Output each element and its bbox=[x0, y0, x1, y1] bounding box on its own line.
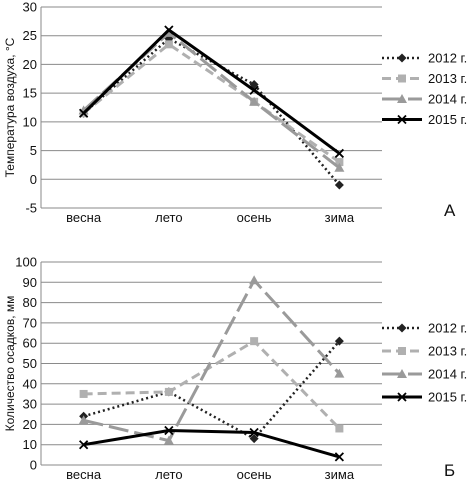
data-point bbox=[164, 25, 174, 35]
series-line bbox=[83, 340, 341, 440]
legend-item: 2015 г. bbox=[382, 390, 467, 405]
legend: 2012 г. 2013 г. 2014 г. 2015 г. bbox=[382, 321, 467, 405]
data-point bbox=[249, 85, 259, 95]
y-tick-label: 70 bbox=[23, 315, 37, 330]
series-line bbox=[83, 339, 341, 430]
y-tick-label: 0 bbox=[30, 458, 37, 473]
y-tick-label: 100 bbox=[15, 255, 37, 270]
data-point bbox=[164, 387, 173, 396]
legend-label: 2014 г. bbox=[428, 367, 467, 382]
data-point bbox=[78, 108, 89, 118]
series-line bbox=[83, 428, 340, 459]
x-tick-label: весна bbox=[66, 210, 102, 225]
panel-letter: Б bbox=[444, 461, 455, 480]
legend-swatch-marker bbox=[397, 369, 407, 378]
legend-item: 2014 г. bbox=[382, 92, 467, 107]
data-point bbox=[334, 162, 345, 172]
data-point bbox=[164, 40, 173, 49]
legend-swatch-marker bbox=[397, 114, 407, 125]
legend-swatch-marker bbox=[397, 94, 407, 103]
data-point bbox=[163, 435, 174, 445]
y-axis-title: Количество осадков, мм bbox=[3, 296, 17, 432]
x-tick-label: осень bbox=[237, 210, 272, 225]
data-point bbox=[163, 27, 174, 37]
y-tick-label: 20 bbox=[23, 417, 37, 432]
series-2 bbox=[79, 337, 344, 433]
series-line bbox=[83, 278, 341, 443]
x-tick-label: зима bbox=[325, 210, 355, 225]
y-tick-label: 40 bbox=[23, 376, 37, 391]
data-point bbox=[250, 337, 259, 346]
chart-panel-2: 0 10 20 30 40 50 60 70 80 90 100 весна лето осень зима… bbox=[3, 255, 467, 483]
legend-label: 2012 г. bbox=[428, 51, 467, 66]
data-point bbox=[335, 158, 344, 167]
y-tick-label: 30 bbox=[23, 397, 37, 412]
y-tick-label: 5 bbox=[30, 143, 37, 158]
series-3 bbox=[78, 275, 345, 445]
series-1 bbox=[79, 336, 344, 444]
data-point bbox=[249, 434, 259, 444]
data-point bbox=[334, 148, 345, 159]
data-point bbox=[334, 368, 345, 378]
x-tick-label: зима bbox=[325, 467, 355, 482]
legend-label: 2012 г. bbox=[428, 321, 467, 336]
legend-swatch-marker bbox=[397, 392, 407, 402]
y-tick-label: 30 bbox=[23, 0, 37, 15]
legend-item: 2013 г. bbox=[382, 344, 467, 359]
series-1 bbox=[79, 34, 344, 190]
y-tick-label: -5 bbox=[25, 201, 37, 216]
x-tick-label: лето bbox=[155, 210, 182, 225]
data-point bbox=[334, 452, 345, 462]
data-point bbox=[335, 424, 344, 433]
legend-label: 2013 г. bbox=[428, 344, 467, 359]
data-point bbox=[249, 427, 259, 438]
legend-item: 2015 г. bbox=[382, 112, 467, 127]
data-point bbox=[334, 336, 344, 346]
legend-label: 2014 г. bbox=[428, 92, 467, 107]
y-tick-label: 10 bbox=[23, 114, 37, 129]
series-line bbox=[82, 31, 341, 169]
y-tick-label: 50 bbox=[23, 356, 37, 371]
legend-label: 2015 г. bbox=[428, 112, 467, 127]
series-4 bbox=[78, 425, 345, 462]
legend-swatch-marker bbox=[398, 74, 406, 83]
y-tick-label: 80 bbox=[23, 295, 37, 310]
series-line bbox=[82, 28, 341, 155]
legend-swatch-marker bbox=[397, 323, 407, 333]
data-point bbox=[164, 425, 174, 436]
x-tick-label: весна bbox=[66, 467, 102, 482]
y-tick-label: 25 bbox=[23, 28, 37, 43]
x-tick-label: осень bbox=[237, 467, 272, 482]
legend-label: 2015 г. bbox=[428, 390, 467, 405]
y-tick-label: 0 bbox=[30, 172, 37, 187]
panel-letter: А bbox=[444, 201, 456, 220]
y-axis-title: Температура воздуха, °С bbox=[3, 37, 17, 177]
series-4 bbox=[78, 25, 345, 159]
data-point bbox=[78, 415, 89, 425]
y-tick-label: 60 bbox=[23, 336, 37, 351]
legend-item: 2013 г. bbox=[382, 71, 467, 86]
data-point bbox=[79, 389, 88, 398]
legend-item: 2014 г. bbox=[382, 367, 467, 382]
legend-swatch-marker bbox=[398, 347, 406, 355]
legend-swatch-marker bbox=[397, 53, 407, 63]
legend-item: 2012 г. bbox=[382, 51, 467, 66]
data-point bbox=[249, 96, 260, 106]
y-tick-label: 90 bbox=[23, 275, 37, 290]
x-tick-label: лето bbox=[155, 467, 182, 482]
data-point bbox=[334, 180, 344, 190]
y-tick-label: 10 bbox=[23, 437, 37, 452]
chart-panel-1: -5 0 5 10 15 20 25 30 весна лето осень зима Температ… bbox=[3, 0, 467, 225]
data-point bbox=[249, 275, 260, 285]
legend: 2012 г. 2013 г. 2014 г. 2015 г. bbox=[382, 51, 467, 127]
series-line bbox=[82, 42, 341, 164]
y-tick-label: 20 bbox=[23, 57, 37, 72]
data-point bbox=[78, 440, 89, 450]
legend-item: 2012 г. bbox=[382, 321, 467, 336]
y-tick-label: 15 bbox=[23, 86, 37, 101]
legend-label: 2013 г. bbox=[428, 71, 467, 86]
